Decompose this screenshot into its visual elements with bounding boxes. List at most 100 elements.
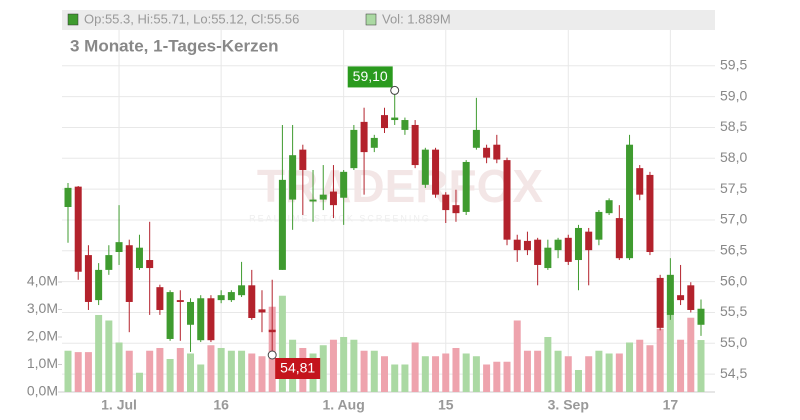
volume-bar <box>115 342 123 392</box>
y-tick-label: 54,5 <box>720 365 747 381</box>
volume-bar <box>677 339 685 392</box>
volume-bar <box>370 350 378 392</box>
candle-body <box>697 308 705 325</box>
candle-body <box>258 309 266 313</box>
y-tick-label: 55,0 <box>720 334 747 350</box>
candle-body <box>187 301 195 325</box>
volume-bar <box>697 340 705 392</box>
volume-bar <box>227 350 235 392</box>
legend-bar <box>62 10 715 30</box>
volume-bar <box>595 350 603 392</box>
candle-body <box>217 295 225 301</box>
candle-body <box>574 227 582 261</box>
candle-body <box>360 121 368 153</box>
volume-bar <box>74 352 82 392</box>
volume-bar <box>687 317 695 392</box>
y-tick-label: 58,5 <box>720 118 747 134</box>
volume-bar <box>666 301 674 392</box>
min-label-box <box>275 357 321 379</box>
volume-bar <box>421 356 429 392</box>
volume-bar <box>493 361 501 392</box>
x-tick-label: 1. Jul <box>101 397 137 413</box>
y-tick-label: 56,0 <box>720 272 747 288</box>
candle-body <box>319 194 327 200</box>
x-tick-label: 16 <box>213 397 229 413</box>
volume-bar <box>615 353 623 392</box>
volume-bar <box>329 339 337 392</box>
candle-body <box>615 218 623 259</box>
candle-body <box>176 300 184 302</box>
volume-bar <box>391 364 399 392</box>
volume-bar <box>534 350 542 392</box>
volume-bar <box>432 356 440 392</box>
candle-body <box>432 149 440 195</box>
volume-bar <box>564 356 572 392</box>
legend-swatch <box>67 13 79 26</box>
y2-tick-label: 3,0M <box>27 300 58 316</box>
volume-bar <box>523 350 531 392</box>
candle-body <box>74 186 82 272</box>
volume-bar <box>146 350 154 392</box>
candle-body <box>687 285 695 310</box>
candle-body <box>677 295 685 301</box>
y-tick-label: 57,5 <box>720 180 747 196</box>
volume-bar <box>340 336 348 392</box>
y2-tick-label: 4,0M <box>27 273 58 289</box>
volume-bar <box>95 314 103 392</box>
volume-bar <box>166 358 174 392</box>
candle-body <box>115 242 123 253</box>
volume-bar <box>656 328 664 392</box>
max-marker <box>390 85 400 95</box>
legend-swatch <box>365 13 377 26</box>
candle-body <box>411 124 419 166</box>
volume-bar <box>554 350 562 392</box>
watermark-sub: REALTIME STOCK SCREENING <box>249 213 431 223</box>
candle-body <box>289 155 297 200</box>
min-label: 54,81 <box>280 360 315 376</box>
volume-bar <box>381 356 388 392</box>
y2-tick-label: 1,0M <box>27 355 58 371</box>
candle-body <box>564 237 572 262</box>
candle-body <box>646 174 654 253</box>
volume-bar <box>176 347 184 392</box>
x-tick-label: 17 <box>663 397 679 413</box>
volume-bar <box>197 364 205 392</box>
volume-bar <box>319 345 327 392</box>
candle-body <box>544 247 552 269</box>
y-tick-label: 56,5 <box>720 241 747 257</box>
candle-body <box>391 117 399 121</box>
candle-body <box>534 239 542 265</box>
candle-body <box>248 285 256 318</box>
volume-bar <box>156 347 164 392</box>
volume-bar <box>207 345 215 392</box>
volume-bar <box>646 345 654 392</box>
candle-body <box>595 211 603 240</box>
y-tick-label: 57,0 <box>720 211 747 227</box>
candle-body <box>401 120 409 130</box>
candle-body <box>666 274 674 315</box>
candle-body <box>462 161 470 212</box>
volume-bar <box>135 372 143 392</box>
volume-bar <box>360 350 368 392</box>
candle-body <box>605 200 613 214</box>
candle-body <box>513 239 521 251</box>
min-marker <box>267 350 277 360</box>
candle-body <box>483 147 491 158</box>
candle-body <box>350 129 358 169</box>
candle-body <box>523 240 531 251</box>
candle-body <box>166 292 174 339</box>
volume-bar <box>278 295 286 392</box>
candle-body <box>493 144 501 160</box>
y2-tick-label: 2,0M <box>27 328 58 344</box>
volume-bar <box>401 364 409 392</box>
candle-body <box>156 287 164 310</box>
y2-tick-label: 0,0M <box>27 383 58 399</box>
candle-body <box>64 187 72 207</box>
candle-body <box>95 269 103 301</box>
candle-body <box>442 194 450 211</box>
volume-bar <box>258 356 266 392</box>
legend-ohlc: Op:55.3, Hi:55.71, Lo:55.12, Cl:55.56 <box>84 11 299 26</box>
x-tick-label: 1. Aug <box>323 397 365 413</box>
candle-body <box>278 179 286 270</box>
